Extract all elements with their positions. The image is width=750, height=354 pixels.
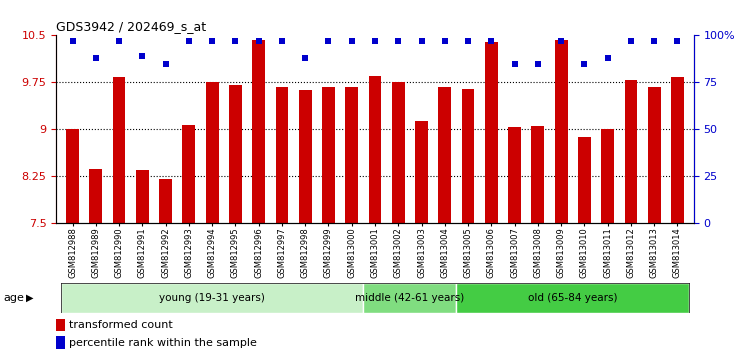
Point [532, 61, 544, 67]
Text: old (65-84 years): old (65-84 years) [528, 293, 617, 303]
Bar [625, 80, 638, 223]
Bar [61, 283, 363, 313]
Bar [66, 129, 79, 223]
Text: percentile rank within the sample: percentile rank within the sample [69, 338, 256, 348]
Point [485, 38, 497, 44]
Bar [298, 90, 311, 223]
Point [509, 61, 520, 67]
Point [90, 55, 102, 61]
Point [671, 38, 683, 44]
Point [578, 61, 590, 67]
Bar [602, 129, 614, 223]
Bar [56, 319, 64, 331]
Bar [671, 77, 684, 223]
Point [416, 38, 428, 44]
Bar [462, 88, 475, 223]
Bar [532, 126, 544, 223]
Point [206, 38, 218, 44]
Bar [439, 87, 452, 223]
Point [439, 38, 451, 44]
Bar [206, 82, 218, 223]
Point [253, 38, 265, 44]
Point [299, 55, 311, 61]
Bar [345, 87, 358, 223]
Bar [112, 77, 125, 223]
Point [555, 38, 567, 44]
Text: GDS3942 / 202469_s_at: GDS3942 / 202469_s_at [56, 20, 206, 33]
Point [230, 38, 242, 44]
Point [276, 38, 288, 44]
Bar [275, 87, 288, 223]
Bar [368, 76, 382, 223]
Point [322, 38, 334, 44]
Point [369, 38, 381, 44]
Point [136, 53, 148, 59]
Point [625, 38, 637, 44]
Point [113, 38, 125, 44]
Bar [457, 283, 689, 313]
Bar [159, 179, 172, 223]
Point [648, 38, 660, 44]
Point [602, 55, 613, 61]
Point [346, 38, 358, 44]
Bar [363, 283, 457, 313]
Text: ▶: ▶ [26, 293, 34, 303]
Text: transformed count: transformed count [69, 320, 172, 330]
Bar [182, 125, 195, 223]
Bar [416, 121, 428, 223]
Point [462, 38, 474, 44]
Bar [485, 42, 498, 223]
Bar [392, 82, 405, 223]
Point [392, 38, 404, 44]
Text: young (19-31 years): young (19-31 years) [159, 293, 265, 303]
Point [160, 61, 172, 67]
Bar [252, 40, 265, 223]
Bar [578, 137, 591, 223]
Bar [648, 87, 661, 223]
Point [183, 38, 195, 44]
Bar [322, 87, 334, 223]
Text: age: age [4, 293, 25, 303]
Bar [555, 40, 568, 223]
Bar [509, 127, 521, 223]
Text: middle (42-61 years): middle (42-61 years) [356, 293, 464, 303]
Bar [136, 170, 148, 223]
Bar [56, 336, 64, 349]
Point [67, 38, 79, 44]
Bar [229, 85, 242, 223]
Bar [89, 169, 102, 223]
